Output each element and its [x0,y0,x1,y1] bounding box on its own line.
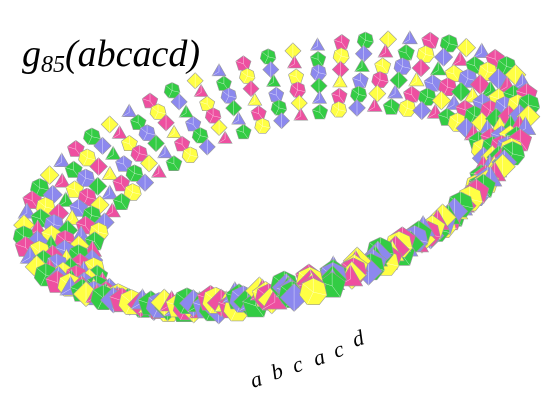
polyhedron [375,58,391,73]
polyhedron [352,73,368,88]
polyhedron [398,44,415,60]
polyhedron [101,116,118,133]
title: g85(abcacd) [22,33,200,78]
polyhedron [285,43,301,59]
polyhedron [312,91,326,103]
polyhedron [311,65,327,81]
polyhedron [271,100,287,115]
polyhedron [310,51,326,66]
polyhedron [334,34,350,49]
title-argument: (abcacd) [65,33,200,75]
polyhedron [333,48,349,64]
polyhedron [349,100,366,117]
polyhedron [378,44,393,57]
polyhedron [367,99,382,112]
polyhedron [288,56,302,68]
word-label: c [289,351,306,378]
polyhedron [422,32,439,48]
polyhedron [351,86,367,102]
polyhedron [288,69,303,84]
polyhedron [355,59,370,72]
polyhedron [402,31,417,44]
polyhedron [372,72,389,88]
polyhedron [122,104,136,117]
title-subscript: 85 [41,52,65,78]
word-label: a [310,344,328,371]
polyhedron [357,32,373,48]
polyhedron [311,38,325,50]
polyhedron [212,64,226,76]
polyhedron [290,82,306,97]
polyhedron [255,118,271,133]
polyhedron [251,106,266,121]
word-label: a [247,366,265,393]
polyhedron [331,102,347,118]
polyhedron [380,31,397,48]
polyhedron [403,86,420,102]
polyhedron [260,49,276,64]
polyhedron [291,95,307,111]
title-base: g [22,33,41,75]
page: g85(abcacd) abcacd (() => { const data =… [0,0,546,393]
word-label: d [349,324,368,351]
word-label: b [268,358,286,385]
polyhedron [294,108,308,120]
polyhedron [269,87,284,102]
polyhedron [236,56,251,70]
illustration: g85(abcacd) abcacd [0,0,546,393]
polyhedron [312,104,328,119]
polyhedron [54,153,70,167]
polyhedron [355,46,372,63]
polyhedron [332,88,348,103]
polyhedron [267,74,281,86]
polyhedron [333,75,347,87]
word-label: c [330,336,347,363]
word-labels: abcacd [247,324,368,392]
polyhedron [236,124,251,139]
polyhedron [383,99,400,115]
